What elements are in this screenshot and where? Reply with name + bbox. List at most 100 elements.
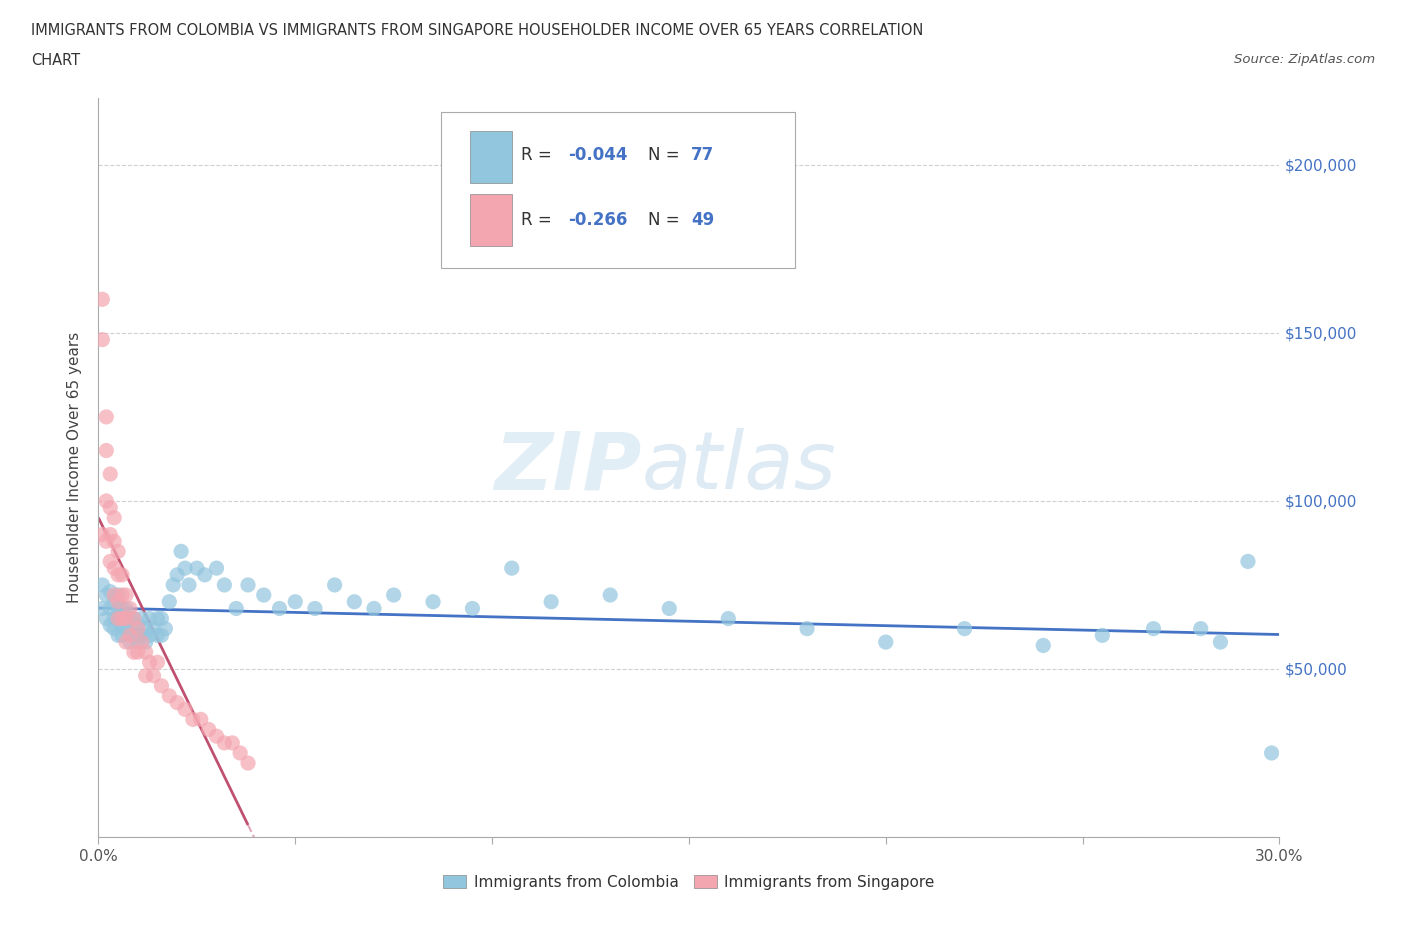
Point: [221, 736, 243, 751]
Point: [1032, 638, 1054, 653]
Point: [107, 611, 129, 626]
Point: [98, 527, 121, 542]
Bar: [471, 193, 512, 246]
Text: 77: 77: [692, 146, 714, 165]
Point: [197, 722, 219, 737]
Text: ZIP: ZIP: [495, 429, 641, 506]
Point: [461, 601, 484, 616]
Point: [135, 644, 157, 659]
Point: [131, 611, 153, 626]
Point: [107, 588, 129, 603]
Text: atlas: atlas: [641, 429, 837, 506]
Point: [323, 578, 346, 592]
Text: R =: R =: [522, 210, 557, 229]
Point: [103, 621, 125, 636]
Point: [150, 628, 173, 643]
Point: [269, 601, 291, 616]
Point: [107, 594, 129, 609]
Point: [205, 729, 228, 744]
Text: CHART: CHART: [31, 53, 80, 68]
Point: [111, 567, 134, 582]
Point: [170, 544, 193, 559]
Point: [115, 621, 138, 636]
Point: [98, 584, 121, 599]
Point: [343, 594, 366, 609]
Point: [155, 621, 177, 636]
Point: [103, 594, 125, 609]
Point: [382, 588, 405, 603]
Point: [174, 561, 197, 576]
Point: [225, 601, 247, 616]
Point: [96, 611, 118, 626]
Point: [1091, 628, 1114, 643]
Point: [115, 611, 138, 626]
Point: [127, 644, 149, 659]
Point: [146, 655, 169, 670]
Y-axis label: Householder Income Over 65 years: Householder Income Over 65 years: [67, 332, 83, 603]
Point: [236, 755, 259, 770]
Point: [127, 621, 149, 636]
Point: [91, 578, 114, 592]
Point: [304, 601, 326, 616]
Point: [363, 601, 385, 616]
Point: [150, 678, 173, 693]
Point: [166, 695, 188, 710]
Point: [229, 746, 252, 761]
Point: [103, 588, 125, 603]
Point: [96, 534, 118, 549]
Point: [190, 712, 212, 727]
Point: [91, 527, 114, 542]
Text: Source: ZipAtlas.com: Source: ZipAtlas.com: [1234, 53, 1375, 66]
Point: [875, 634, 897, 649]
Point: [162, 578, 184, 592]
Point: [91, 332, 114, 347]
Point: [194, 567, 217, 582]
Point: [796, 621, 818, 636]
Point: [98, 601, 121, 616]
Bar: [471, 131, 512, 182]
Point: [107, 567, 129, 582]
Point: [122, 628, 145, 643]
Point: [205, 561, 228, 576]
Point: [96, 409, 118, 424]
Point: [157, 594, 180, 609]
Point: [118, 611, 141, 626]
Point: [96, 494, 118, 509]
Text: -0.266: -0.266: [568, 210, 628, 229]
Point: [953, 621, 976, 636]
Point: [111, 588, 134, 603]
Point: [174, 702, 197, 717]
Point: [96, 443, 118, 458]
Point: [146, 611, 169, 626]
Point: [111, 628, 134, 643]
Point: [103, 534, 125, 549]
Text: N =: N =: [648, 146, 685, 165]
Point: [177, 578, 200, 592]
Point: [111, 611, 134, 626]
Point: [146, 628, 169, 643]
Point: [127, 634, 149, 649]
Point: [118, 634, 141, 649]
Point: [111, 618, 134, 632]
Point: [1189, 621, 1212, 636]
Point: [111, 601, 134, 616]
Point: [284, 594, 307, 609]
Point: [422, 594, 444, 609]
Point: [253, 588, 276, 603]
Point: [186, 561, 208, 576]
Point: [118, 628, 141, 643]
Point: [1142, 621, 1164, 636]
Point: [122, 611, 145, 626]
Point: [107, 611, 129, 626]
Text: N =: N =: [648, 210, 685, 229]
Point: [127, 618, 149, 632]
Point: [181, 712, 204, 727]
Point: [127, 628, 149, 643]
FancyBboxPatch shape: [441, 113, 796, 268]
Point: [599, 588, 621, 603]
Text: -0.044: -0.044: [568, 146, 628, 165]
Point: [135, 634, 157, 649]
Point: [214, 578, 236, 592]
Text: IMMIGRANTS FROM COLOMBIA VS IMMIGRANTS FROM SINGAPORE HOUSEHOLDER INCOME OVER 65: IMMIGRANTS FROM COLOMBIA VS IMMIGRANTS F…: [31, 23, 924, 38]
Point: [131, 628, 153, 643]
